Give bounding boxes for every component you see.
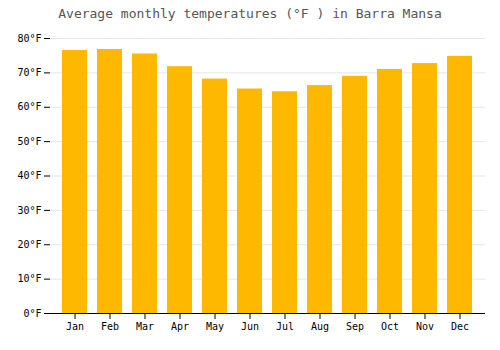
svg-text:10°F: 10°F	[17, 273, 41, 284]
svg-text:Oct: Oct	[381, 321, 399, 332]
svg-text:50°F: 50°F	[17, 136, 41, 147]
svg-text:Feb: Feb	[101, 321, 119, 332]
svg-text:Dec: Dec	[451, 321, 469, 332]
svg-text:Jun: Jun	[241, 321, 259, 332]
svg-text:Jul: Jul	[276, 321, 294, 332]
svg-text:May: May	[206, 321, 224, 332]
svg-text:Jan: Jan	[66, 321, 84, 332]
svg-text:30°F: 30°F	[17, 205, 41, 216]
svg-text:40°F: 40°F	[17, 170, 41, 181]
html-text:Average monthly temperatures (: Average monthly temperatures (°F ) in Ba…	[58, 6, 442, 21]
svg-text:70°F: 70°F	[17, 67, 41, 78]
svg-text:60°F: 60°F	[17, 101, 41, 112]
svg-text:Mar: Mar	[136, 321, 154, 332]
svg-text:0°F: 0°F	[23, 308, 41, 319]
svg-text:Nov: Nov	[416, 321, 434, 332]
svg-text:20°F: 20°F	[17, 239, 41, 250]
svg-text:Aug: Aug	[311, 321, 329, 332]
svg-text:80°F: 80°F	[17, 33, 41, 44]
svg-text:Apr: Apr	[171, 321, 189, 332]
svg-text:Sep: Sep	[346, 321, 364, 332]
